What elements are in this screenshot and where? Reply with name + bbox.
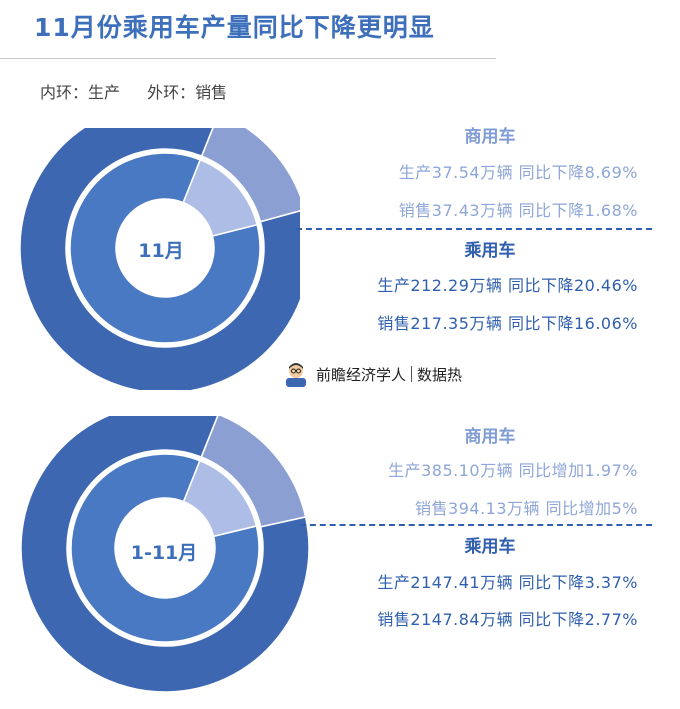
annotations-jan-nov: 生产385.10万辆 同比增加1.97% 销售394.13万辆 同比增加5% 生… <box>298 0 638 709</box>
ring-legend: 内环：生产 外环：销售 <box>40 79 249 103</box>
outer-ring-slice-passenger-jan-nov <box>20 416 310 693</box>
brand-footer: 前瞻经济学人 数据热 <box>284 361 462 387</box>
passenger-production-november: 生产212.29万辆 同比下降20.46% <box>377 276 638 295</box>
title-divider <box>0 58 496 59</box>
divider-dashed-jan-nov <box>300 524 652 526</box>
commercial-sales-november: 销售37.43万辆 同比下降1.68% <box>398 201 638 220</box>
passenger-sales-november: 销售217.35万辆 同比下降16.06% <box>377 314 638 333</box>
donut-hole-jan-nov <box>115 498 215 598</box>
donut-svg-jan-nov <box>20 416 310 693</box>
passenger-title-jan-nov: 乘用车 <box>464 537 516 557</box>
outer-ring-slice-commercial-november <box>200 128 300 223</box>
donut-svg-november <box>19 128 300 390</box>
outer-ring-slice-passenger-november <box>19 128 300 390</box>
brand-separator <box>411 366 413 382</box>
inner-ring-legend: 内环：生产 <box>40 83 121 102</box>
brand-sub: 数据热 <box>417 365 463 384</box>
commercial-production-jan-nov: 生产385.10万辆 同比增加1.97% <box>388 461 638 480</box>
outer-ring-legend: 外环：销售 <box>147 83 228 102</box>
passenger-sales-jan-nov: 销售2147.84万辆 同比下降2.77% <box>377 610 638 629</box>
commercial-sales-jan-nov: 销售394.13万辆 同比增加5% <box>415 499 638 518</box>
center-label-jan-nov: 1-11月 <box>130 542 198 564</box>
annotations-november: 生产37.54万辆 同比下降8.69% 销售37.43万辆 同比下降1.68% … <box>298 0 638 709</box>
commercial-title-november: 商用车 <box>464 127 516 147</box>
donut-chart-november <box>0 128 300 390</box>
donut-hole-november <box>116 199 214 297</box>
page-title: 11月份乘用车产量同比下降更明显 <box>34 13 435 42</box>
divider-dashed-november <box>296 228 652 230</box>
commercial-production-november: 生产37.54万辆 同比下降8.69% <box>398 163 638 182</box>
passenger-production-jan-nov: 生产2147.41万辆 同比下降3.37% <box>377 573 638 592</box>
person-avatar-icon <box>286 363 306 387</box>
passenger-title-november: 乘用车 <box>464 241 516 261</box>
donut-chart-jan-nov <box>0 416 310 709</box>
commercial-title-jan-nov: 商用车 <box>464 427 516 447</box>
brand-name: 前瞻经济学人 <box>316 365 407 384</box>
center-label-november: 11月 <box>138 240 184 262</box>
